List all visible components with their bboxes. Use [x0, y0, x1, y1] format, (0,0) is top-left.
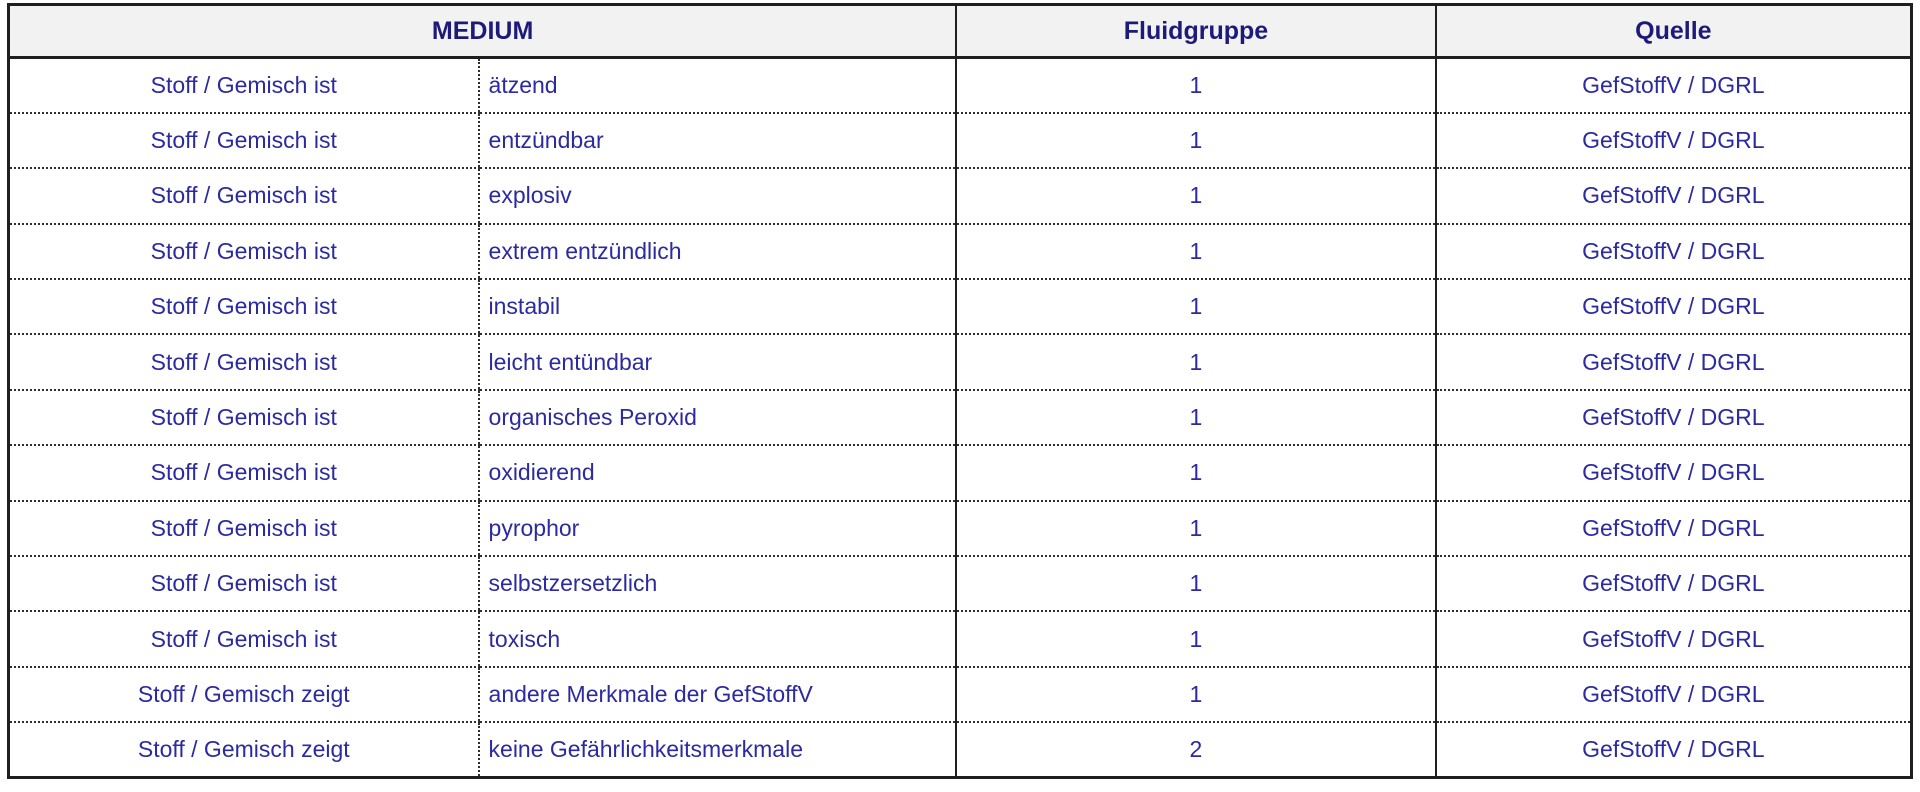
fluidgruppe-cell: 1 — [955, 334, 1436, 391]
quelle-cell: GefStoffV / DGRL — [1434, 112, 1912, 170]
fluidgruppe-cell: 1 — [955, 168, 1436, 225]
quelle-cell: GefStoffV / DGRL — [1434, 666, 1912, 724]
medium-property-cell: entzündbar — [477, 112, 957, 170]
medium-property-cell: toxisch — [477, 611, 957, 668]
medium-condition-cell: Stoff / Gemisch zeigt — [8, 666, 479, 724]
table-row: Stoff / Gemisch ist organisches Peroxid … — [8, 389, 1912, 447]
medium-property-cell: organisches Peroxid — [477, 389, 957, 447]
quelle-cell: GefStoffV / DGRL — [1434, 722, 1912, 778]
quelle-cell: GefStoffV / DGRL — [1434, 57, 1912, 114]
table-row: Stoff / Gemisch ist leicht entündbar 1 G… — [8, 334, 1912, 391]
medium-condition-cell: Stoff / Gemisch ist — [8, 57, 479, 114]
header-medium: MEDIUM — [8, 4, 957, 59]
medium-property-cell: extrem entzündlich — [477, 223, 957, 281]
fluid-group-classification-table: MEDIUM Fluidgruppe Quelle Stoff / Gemisc… — [7, 3, 1913, 780]
medium-property-cell: andere Merkmale der GefStoffV — [477, 666, 957, 724]
fluidgruppe-cell: 1 — [955, 611, 1436, 668]
medium-condition-cell: Stoff / Gemisch ist — [8, 112, 479, 170]
medium-condition-cell: Stoff / Gemisch ist — [8, 223, 479, 281]
fluidgruppe-cell: 1 — [955, 389, 1436, 447]
medium-property-cell: pyrophor — [477, 500, 957, 558]
table-row: Stoff / Gemisch ist extrem entzündlich 1… — [8, 223, 1912, 281]
quelle-cell: GefStoffV / DGRL — [1434, 223, 1912, 281]
fluidgruppe-cell: 2 — [955, 722, 1436, 778]
table-body: Stoff / Gemisch ist ätzend 1 GefStoffV /… — [8, 57, 1912, 778]
medium-condition-cell: Stoff / Gemisch ist — [8, 279, 479, 336]
fluidgruppe-cell: 1 — [955, 112, 1436, 170]
fluidgruppe-cell: 1 — [955, 500, 1436, 558]
header-fluidgruppe: Fluidgruppe — [955, 4, 1436, 59]
fluidgruppe-cell: 1 — [955, 445, 1436, 502]
table-row: Stoff / Gemisch ist explosiv 1 GefStoffV… — [8, 168, 1912, 225]
medium-condition-cell: Stoff / Gemisch ist — [8, 445, 479, 502]
medium-condition-cell: Stoff / Gemisch ist — [8, 389, 479, 447]
table-row: Stoff / Gemisch zeigt keine Gefährlichke… — [9, 722, 1912, 778]
fluidgruppe-cell: 1 — [955, 279, 1436, 336]
medium-condition-cell: Stoff / Gemisch ist — [8, 168, 479, 225]
fluidgruppe-cell: 1 — [955, 57, 1436, 114]
header-row: MEDIUM Fluidgruppe Quelle — [8, 4, 1912, 59]
table-row: Stoff / Gemisch ist selbstzersetzlich 1 … — [8, 556, 1912, 613]
quelle-cell: GefStoffV / DGRL — [1434, 556, 1912, 613]
quelle-cell: GefStoffV / DGRL — [1434, 168, 1912, 225]
table-row: Stoff / Gemisch zeigt andere Merkmale de… — [8, 666, 1912, 724]
quelle-cell: GefStoffV / DGRL — [1434, 279, 1912, 336]
fluidgruppe-cell: 1 — [955, 556, 1436, 613]
medium-property-cell: leicht entündbar — [477, 334, 957, 391]
header-quelle: Quelle — [1434, 4, 1912, 59]
medium-property-cell: keine Gefährlichkeitsmerkmale — [477, 722, 957, 778]
quelle-cell: GefStoffV / DGRL — [1434, 445, 1912, 502]
medium-property-cell: instabil — [477, 279, 957, 336]
medium-condition-cell: Stoff / Gemisch ist — [8, 500, 479, 558]
quelle-cell: GefStoffV / DGRL — [1434, 500, 1912, 558]
quelle-cell: GefStoffV / DGRL — [1434, 334, 1912, 391]
table-header: MEDIUM Fluidgruppe Quelle — [8, 4, 1912, 59]
medium-condition-cell: Stoff / Gemisch ist — [8, 334, 479, 391]
medium-property-cell: oxidierend — [477, 445, 957, 502]
table-row: Stoff / Gemisch ist entzündbar 1 GefStof… — [8, 112, 1912, 170]
fluidgruppe-cell: 1 — [955, 666, 1436, 724]
medium-condition-cell: Stoff / Gemisch ist — [8, 611, 479, 668]
table-row: Stoff / Gemisch ist toxisch 1 GefStoffV … — [8, 611, 1912, 668]
medium-condition-cell: Stoff / Gemisch zeigt — [137, 736, 350, 763]
medium-property-cell: selbstzersetzlich — [477, 556, 957, 613]
medium-condition-cell: Stoff / Gemisch ist — [8, 556, 479, 613]
table-row: Stoff / Gemisch ist instabil 1 GefStoffV… — [8, 279, 1912, 336]
medium-property-cell: explosiv — [477, 168, 957, 225]
quelle-cell: GefStoffV / DGRL — [1434, 611, 1912, 668]
quelle-cell: GefStoffV / DGRL — [1434, 389, 1912, 447]
fluidgruppe-cell: 1 — [955, 223, 1436, 281]
table-row: Stoff / Gemisch ist oxidierend 1 GefStof… — [8, 445, 1912, 502]
table-row: Stoff / Gemisch ist pyrophor 1 GefStoffV… — [8, 500, 1912, 558]
table-row: Stoff / Gemisch ist ätzend 1 GefStoffV /… — [8, 57, 1912, 114]
medium-property-cell: ätzend — [477, 57, 957, 114]
